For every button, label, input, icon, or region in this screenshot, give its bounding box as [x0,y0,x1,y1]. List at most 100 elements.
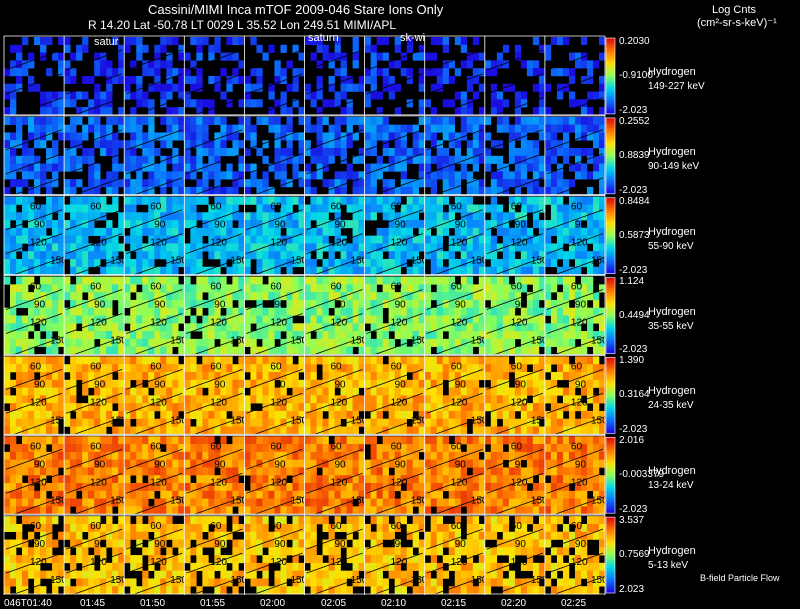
heatmap-cell [70,292,77,301]
colorbar-segment [606,135,615,139]
heatmap-cell [508,403,516,412]
heatmap-cell [370,364,377,373]
heatmap-cell [430,124,438,133]
heatmap-cell [268,426,275,435]
heatmap-cell [130,276,137,285]
heatmap-cell [448,403,456,412]
contour-label: 90 [455,220,467,231]
contour-line [366,153,423,175]
heatmap-cell [346,266,353,275]
heatmap-cell [550,37,558,46]
heatmap-cell [496,204,504,213]
heatmap-cell [562,251,570,260]
heatmap-cell [268,483,275,492]
heatmap-cell [376,116,383,125]
heatmap-cell [166,132,173,141]
contour-line [246,233,303,254]
heatmap-cell [436,204,444,213]
heatmap-cell [406,403,413,412]
heatmap-cell [142,212,149,221]
heatmap-cell [142,467,149,476]
heatmap-cell [382,196,389,205]
heatmap-cell [112,444,119,453]
heatmap-cell [280,148,287,157]
heatmap-cell [100,498,107,507]
heatmap-cell [154,387,161,396]
heatmap-cell [64,395,71,404]
heatmap-cell [352,444,359,453]
heatmap-cell [178,235,185,244]
heatmap-cell [388,60,395,69]
heatmap-cell [208,227,215,236]
heatmap-cell [154,163,161,172]
heatmap-cell [94,475,101,484]
heatmap-cell [46,116,53,125]
heatmap-cell [340,266,347,275]
heatmap-cell [154,299,161,309]
heatmap-cell [382,212,389,221]
heatmap-cell [442,364,450,373]
contour-line [426,209,483,231]
heatmap-cell [64,387,71,396]
heatmap-cell [370,163,377,172]
heatmap-cell [292,227,299,236]
heatmap-cell [598,148,606,157]
heatmap-cell [580,243,588,252]
heatmap-cell [172,395,179,404]
heatmap-cell [64,490,71,499]
heatmap-cell [244,451,251,460]
heatmap-cell [154,220,161,229]
heatmap-cell [538,307,546,316]
heatmap-cell [478,220,486,229]
heatmap-cell [598,364,606,373]
heatmap-cell [304,475,311,484]
heatmap-cell [388,426,395,435]
heatmap-cell [232,284,239,293]
heatmap-cell [118,307,125,316]
heatmap-cell [406,284,413,293]
colorbar-segment [606,73,615,77]
heatmap-cell [202,243,209,252]
heatmap-cell [208,107,215,116]
heatmap-cell [580,37,588,46]
heatmap-cell [376,276,383,285]
heatmap-cell [88,467,95,476]
contour-line [366,49,423,71]
heatmap-cell [40,338,47,347]
heatmap-cell [448,387,456,396]
heatmap-cell [64,403,71,412]
heatmap-cell [118,292,125,301]
heatmap-cell [520,356,528,365]
heatmap-cell [598,227,606,236]
heatmap-cell [358,331,365,340]
heatmap-cell [526,379,534,388]
heatmap-cell [370,116,377,125]
heatmap-cell [10,307,17,316]
heatmap-cell [376,315,383,324]
heatmap-cell [328,395,335,404]
heatmap-cell [310,276,317,285]
heatmap-cell [556,196,564,205]
heatmap-cell [334,235,341,244]
heatmap-cell [202,451,209,460]
heatmap-cell [538,379,546,388]
heatmap-cell [292,251,299,260]
heatmap-cell [340,140,347,149]
colorbar-segment [606,65,615,69]
heatmap-cell [352,338,359,347]
heatmap-cell [112,379,119,388]
heatmap-cell [46,506,53,515]
contour-line [65,129,123,151]
heatmap-cell [598,163,606,172]
heatmap-cell [286,506,293,515]
heatmap-cell [130,372,137,381]
heatmap-cell [544,284,552,293]
heatmap-cell [184,506,191,515]
heatmap-cell [562,387,570,396]
heatmap-cell [328,356,335,365]
heatmap-cell [544,364,552,373]
contour-label: 60 [451,282,463,293]
heatmap-cell [58,163,65,172]
heatmap-cell [64,418,71,427]
heatmap-cell [166,387,173,396]
